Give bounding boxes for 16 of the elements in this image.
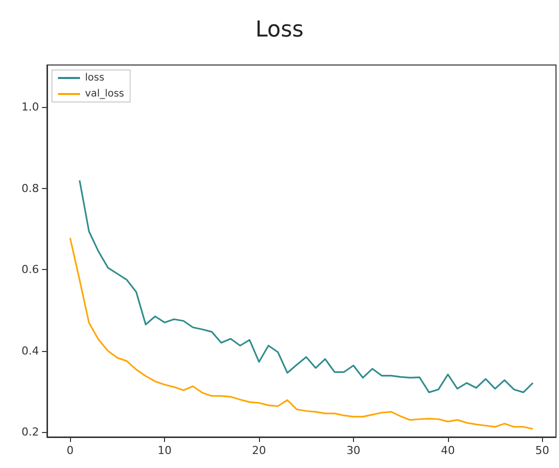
y-tick-label: 0.4 [22, 344, 39, 358]
y-tick-label: 0.6 [22, 263, 39, 276]
x-tick-label: 20 [252, 444, 266, 457]
y-tick-label: 1.0 [22, 100, 39, 114]
x-tick-label: 10 [158, 444, 172, 457]
legend-label: val_loss [85, 88, 124, 100]
x-tick-label: 30 [346, 444, 360, 457]
y-tick-label: 0.2 [22, 426, 39, 439]
legend-label: loss [85, 72, 104, 84]
x-tick-label: 50 [535, 444, 550, 457]
x-tick-label: 40 [440, 444, 455, 457]
line-series [78, 180, 534, 394]
chart-title: Loss [255, 18, 304, 42]
x-tick-label: 0 [66, 444, 74, 457]
line-series [69, 237, 534, 430]
y-tick-label: 0.8 [22, 182, 39, 195]
